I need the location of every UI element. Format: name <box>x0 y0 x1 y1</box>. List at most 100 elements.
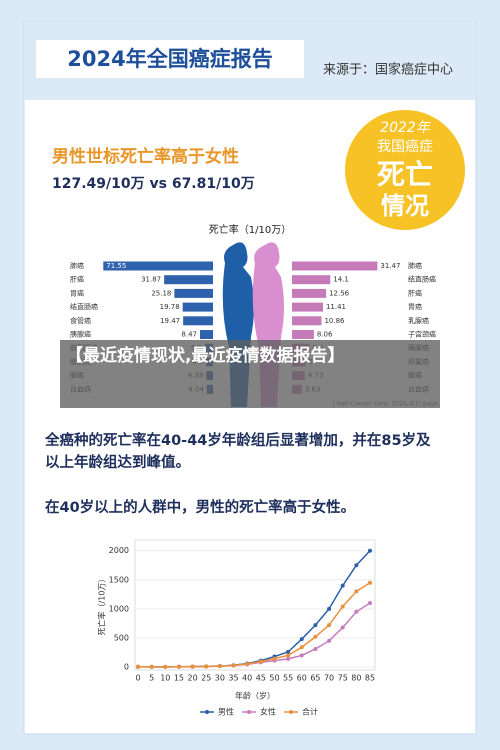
line <box>137 582 371 668</box>
paragraph: 全癌种的死亡率在40-44岁年龄组后显著增加，并在85岁及以上年龄组达到峰值。 <box>45 433 431 471</box>
x-tick-label: 35 <box>228 674 238 683</box>
legend-marker <box>205 710 209 714</box>
x-tick-label: 40 <box>242 674 252 683</box>
legend-label: 合计 <box>302 707 318 717</box>
category-label: 结直肠癌 <box>70 302 98 311</box>
point <box>286 653 291 658</box>
point <box>368 601 372 606</box>
x-tick-label: 50 <box>269 674 279 683</box>
point <box>163 664 168 669</box>
category-label: 乳腺癌 <box>408 316 429 325</box>
bar <box>292 288 327 298</box>
value-label: 31.87 <box>141 276 161 284</box>
category-label: 子宫颈癌 <box>408 330 436 339</box>
value-label: 8.47 <box>181 331 197 339</box>
bar <box>292 275 331 285</box>
x-tick-label: 5 <box>149 674 154 683</box>
x-tick-label: 75 <box>338 674 348 683</box>
x-tick-label: 15 <box>174 674 184 683</box>
value-label: 19.78 <box>160 303 180 311</box>
point <box>217 664 222 669</box>
point <box>176 664 181 669</box>
title: 2024年全国癌症报告 <box>67 47 272 71</box>
bar <box>183 316 213 326</box>
category-label: 胰腺癌 <box>70 330 91 339</box>
category-label: 胃癌 <box>408 302 422 311</box>
category-label: 肺癌 <box>408 261 422 270</box>
point <box>231 663 236 668</box>
point <box>327 638 332 643</box>
value-label: 11.41 <box>326 303 346 311</box>
paragraph: 在40岁以上的人群中，男性的死亡率高于女性。 <box>45 500 356 516</box>
point <box>190 664 195 669</box>
x-tick-label: 60 <box>297 674 307 683</box>
category-label: 胃癌 <box>70 288 84 297</box>
point <box>354 589 359 594</box>
bar <box>164 275 213 285</box>
badge-big: 死亡 <box>377 158 433 191</box>
x-tick-label: 45 <box>256 674 266 683</box>
category-label: 肝癌 <box>70 275 84 284</box>
point <box>368 580 372 585</box>
legend-marker <box>247 710 251 714</box>
value-label: 10.86 <box>324 317 345 325</box>
point <box>340 625 345 630</box>
bar <box>200 330 213 339</box>
x-tick-label: 65 <box>310 674 320 683</box>
x-tick-label: 20 <box>187 674 197 683</box>
bar <box>103 261 213 271</box>
x-tick-label: 70 <box>324 674 334 683</box>
value-label: 12.56 <box>329 289 350 297</box>
x-axis-label: 年龄（岁） <box>235 691 275 701</box>
point <box>258 659 263 664</box>
value-label: 14.1 <box>333 276 349 284</box>
point <box>313 646 318 651</box>
chart-title: 死亡率（1/10万） <box>209 223 291 236</box>
value-label: 8.06 <box>317 331 333 339</box>
bar <box>182 302 213 312</box>
value-label: 25.18 <box>151 289 171 297</box>
point <box>272 656 277 661</box>
legend-marker <box>289 710 293 714</box>
y-tick-label: 500 <box>114 633 129 642</box>
point <box>245 661 250 666</box>
category-label: 肝癌 <box>408 288 422 297</box>
value-label: 71.55 <box>106 262 126 270</box>
badge-year: 2022年 <box>380 120 432 136</box>
bar <box>292 261 378 271</box>
point <box>204 664 209 669</box>
title-box <box>36 40 304 78</box>
x-tick-label: 55 <box>283 674 293 683</box>
x-tick-label: 25 <box>201 674 211 683</box>
y-axis-label: 死亡率（/10万） <box>97 575 107 636</box>
bar <box>174 288 213 298</box>
point <box>354 563 359 568</box>
point <box>136 664 140 669</box>
point <box>340 604 345 609</box>
source: 来源于：国家癌症中心 <box>323 62 453 78</box>
legend-label: 女性 <box>260 707 276 717</box>
x-tick-label: 85 <box>365 674 375 683</box>
value-label: 31.47 <box>380 262 400 270</box>
x-tick-label: 10 <box>160 674 170 683</box>
plot-frame <box>134 539 376 671</box>
badge-big: 情况 <box>381 192 429 220</box>
overlay-banner: 【最近疫情现状,最近疫情数据报告】 <box>60 340 440 408</box>
point <box>286 649 291 654</box>
bar <box>292 302 323 312</box>
y-tick-label: 1500 <box>109 575 129 584</box>
y-tick-label: 0 <box>124 663 129 672</box>
point <box>149 664 154 669</box>
headline: 男性世标死亡率高于女性 <box>52 146 239 167</box>
bar <box>292 316 322 326</box>
y-tick-label: 1000 <box>109 604 129 613</box>
x-tick-label: 80 <box>351 674 361 683</box>
subhead: 127.49/10万 vs 67.81/10万 <box>52 176 255 192</box>
category-label: 肺癌 <box>70 261 84 270</box>
point <box>327 606 332 611</box>
category-label: 食管癌 <box>70 316 91 325</box>
badge-line: 我国癌症 <box>377 139 433 155</box>
bar <box>292 330 314 339</box>
point <box>313 634 318 639</box>
